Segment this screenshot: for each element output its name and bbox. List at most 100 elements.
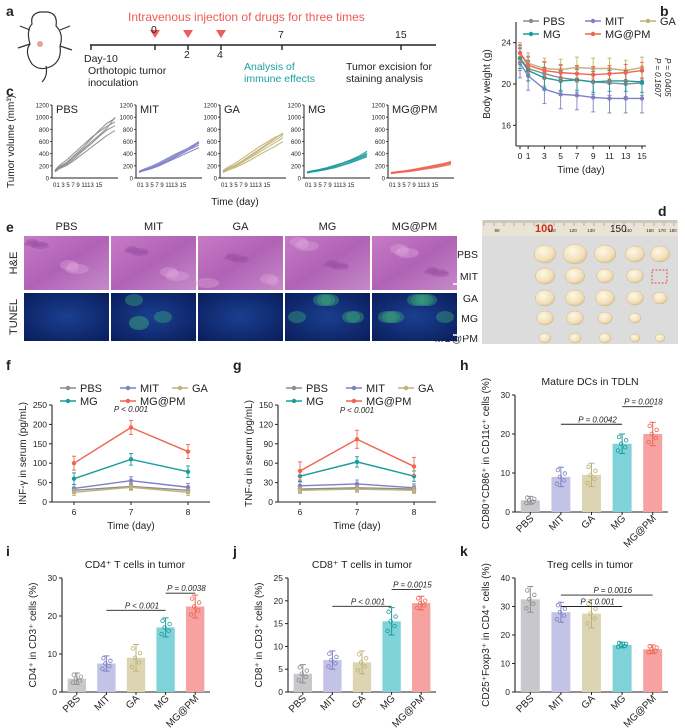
- chart-i-dot: [130, 646, 136, 651]
- chart-k-treg: 0 10 20 30 40 CD25⁺Foxp3⁺ in CD4⁺ cells (%) Tr…: [481, 559, 668, 728]
- chart-b-ytick-label: 16: [502, 120, 512, 130]
- chart-c-ytick-label: 0: [382, 177, 386, 183]
- chart-c-curve: [54, 130, 116, 173]
- chart-k-dot: [585, 621, 590, 626]
- chart-i-dot: [70, 680, 75, 685]
- chart-h-dot: [647, 423, 652, 429]
- chart-i-xtick-label: MG: [153, 693, 172, 712]
- chart-g-xtick-label: 8: [412, 507, 417, 517]
- chart-j-y-label: CD8⁺ in CD3⁺ cells (%): [254, 582, 265, 687]
- chart-g-legend-label: MG: [306, 396, 324, 408]
- chart-i-dot: [137, 650, 143, 656]
- chart-c-ytick-label: 0: [130, 177, 134, 183]
- chart-f-legend-label: PBS: [80, 383, 102, 395]
- chart-f-ytick-label: 50: [38, 478, 48, 488]
- chart-i-xtick-label: MG@PM: [164, 693, 201, 728]
- chart-g-xtick-label: 7: [355, 507, 360, 517]
- chart-c-ytick-label: 400: [39, 152, 50, 158]
- chart-k-dot: [592, 616, 597, 621]
- chart-k-dot: [593, 606, 598, 611]
- chart-h-dot: [592, 476, 597, 482]
- chart-k-bar-mg: [612, 644, 632, 692]
- chart-b-xtick-label: 11: [605, 151, 614, 161]
- chart-c-ytick-label: 400: [375, 152, 386, 158]
- chart-i-dot: [159, 631, 164, 637]
- tunel-signal: [411, 294, 429, 306]
- tumor-sample: [534, 244, 557, 264]
- he-texture: [124, 248, 148, 254]
- chart-k-dot: [586, 601, 591, 606]
- chart-f-ytick-label: 250: [33, 400, 47, 410]
- chart-j-dot: [418, 600, 423, 606]
- chart-h-ytick-label: 20: [501, 429, 511, 439]
- chart-c-curve: [390, 164, 452, 175]
- chart-b-point: [517, 50, 523, 56]
- chart-c-ytick-label: 1200: [204, 104, 218, 110]
- he-texture: [395, 248, 419, 258]
- chart-g-legend-label: GA: [418, 383, 435, 395]
- chart-g-point: [354, 459, 360, 465]
- tumor-sample: [595, 289, 615, 307]
- chart-h-dot: [532, 496, 537, 502]
- chart-h-ytick-label: 0: [505, 507, 510, 517]
- chart-i-dot: [101, 655, 106, 661]
- chart-j-ytick-label: 5: [278, 664, 283, 674]
- chart-k-bar-ga: [582, 613, 601, 692]
- chart-k-ytick-label: 0: [505, 687, 510, 697]
- tumor-sample: [535, 267, 555, 285]
- chart-f-legend-label: MG@PM: [140, 396, 185, 408]
- chart-h-dot: [593, 468, 598, 474]
- tunel-signal: [321, 294, 339, 306]
- chart-c-panel-title-pbs: PBS: [56, 104, 78, 116]
- chart-f-point: [128, 425, 134, 430]
- chart-b-point: [639, 96, 645, 101]
- he-image-pbs: [24, 236, 109, 290]
- chart-i-dot: [100, 666, 105, 672]
- he-image-ga: [198, 236, 283, 290]
- chart-c-xtick-labels: 01 3 5 7 9 1113 15: [305, 183, 355, 189]
- chart-j-dot: [355, 668, 361, 673]
- chart-b-xtick-label: 0: [518, 151, 523, 161]
- chart-b-point: [525, 63, 531, 68]
- chart-c-ytick-label: 1000: [288, 116, 302, 122]
- chart-c-ytick-label: 600: [375, 140, 386, 146]
- chart-h-bar-mg: [612, 443, 632, 512]
- tumor-row-label-pbs: PBS: [457, 249, 478, 261]
- tunel-signal: [407, 294, 425, 306]
- chart-h-mature-dcs: 0 10 20 30 CD80⁺CD86⁺ in CD11c⁺ cells (%) Mat…: [481, 376, 668, 550]
- chart-g-ytick-label: 150: [259, 400, 273, 410]
- chart-c-curve: [138, 142, 200, 173]
- tumor-sample: [538, 332, 552, 344]
- chart-j-dot: [296, 677, 301, 683]
- chart-b-legend-marker: [528, 31, 534, 37]
- chart-g-xtick-label: 6: [298, 507, 303, 517]
- chart-c-ytick-label: 0: [214, 177, 218, 183]
- timeline-tick-4: 4: [217, 49, 223, 61]
- chart-i-dot: [103, 661, 108, 666]
- chart-i-cd4: 0 10 20 30 CD4⁺ in CD3⁺ cells (%) CD4⁺ T cell…: [28, 559, 210, 728]
- excision-text-line1: Tumor excision for: [346, 61, 432, 73]
- chart-k-y-label: CD25⁺Foxp3⁺ in CD4⁺ cells (%): [481, 563, 492, 707]
- chart-c-curve: [138, 142, 200, 172]
- panel-a: a Intravenous injection of drugs for thr…: [6, 3, 436, 89]
- chart-h-bar-pbs: [520, 500, 540, 512]
- he-texture: [297, 239, 309, 249]
- panel-label-f: f: [6, 357, 11, 373]
- chart-c-ytick-label: 1000: [204, 116, 218, 122]
- chart-b-point: [574, 71, 580, 76]
- tunel-signal: [386, 311, 404, 323]
- chart-g-ytick-label: 0: [268, 497, 273, 507]
- timeline-ticks: [90, 45, 402, 50]
- chart-h-dot: [524, 500, 529, 506]
- chart-f-ytick-label: 100: [33, 458, 47, 468]
- panel-label-b: b: [660, 3, 669, 19]
- chart-i-bar-mg-pm: [186, 606, 205, 692]
- he-texture: [326, 260, 338, 266]
- analysis-text-line2: immune effects: [244, 73, 315, 85]
- he-texture: [426, 267, 438, 273]
- chart-h-dot: [623, 438, 629, 443]
- he-texture: [397, 246, 409, 256]
- injection-arrow-day2: [183, 30, 193, 38]
- chart-i-dot: [77, 678, 82, 683]
- tunel-signal: [129, 316, 149, 330]
